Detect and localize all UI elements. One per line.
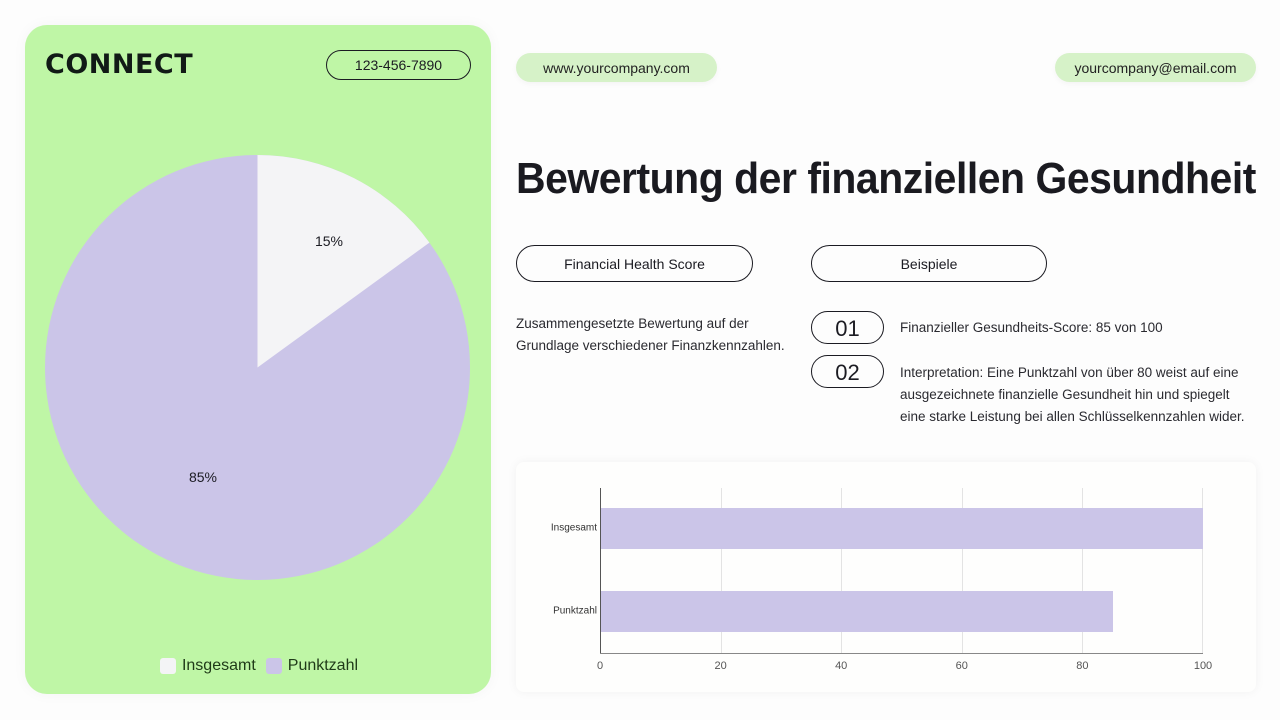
- y-axis: [600, 488, 601, 654]
- pie-label-insgesamt: 15%: [314, 233, 344, 249]
- y-label-punktzahl: Punktzahl: [553, 605, 597, 617]
- bar-insgesamt: [601, 508, 1203, 549]
- phone-pill: 123-456-7890: [326, 50, 471, 80]
- y-label-insgesamt: Insgesamt: [550, 522, 597, 534]
- pie-label-punktzahl: 85%: [188, 469, 218, 485]
- gridline: [720, 488, 722, 654]
- score-description: Zusammengesetzte Bewertung auf der Grund…: [516, 316, 785, 353]
- email-pill[interactable]: yourcompany@email.com: [1055, 53, 1256, 82]
- pie-legend: Insgesamt Punktzahl: [25, 657, 491, 675]
- legend-item-punktzahl[interactable]: Punktzahl: [265, 657, 359, 675]
- legend-swatch-insgesamt: [159, 658, 176, 674]
- x-tick: 100: [1193, 660, 1213, 672]
- x-axis: [600, 653, 1203, 654]
- pie-slice-insgesamt: [257, 155, 430, 368]
- gridline: [841, 488, 843, 654]
- legend-swatch-punktzahl: [265, 658, 282, 674]
- legend-label: Punktzahl: [287, 657, 359, 674]
- x-tick: 60: [955, 660, 968, 672]
- example-number-02: 02: [811, 355, 884, 388]
- x-tick: 40: [835, 660, 848, 672]
- examples-pill: Beispiele: [811, 245, 1047, 282]
- gridline: [961, 488, 963, 654]
- x-tick: 0: [596, 660, 604, 672]
- legend-item-insgesamt[interactable]: Insgesamt: [159, 657, 256, 675]
- gridline: [1082, 488, 1084, 654]
- x-tick: 20: [714, 660, 727, 672]
- legend-label: Insgesamt: [181, 657, 256, 674]
- page-title: Bewertung der finanziellen Gesundheit: [516, 154, 1256, 203]
- example-number-01: 01: [811, 311, 884, 344]
- financial-health-score-pill: Financial Health Score: [516, 245, 753, 282]
- bar-chart-card: Insgesamt Punktzahl 0 20 40 60 80 100: [516, 462, 1256, 692]
- bar-punktzahl: [601, 591, 1113, 632]
- x-tick: 80: [1076, 660, 1089, 672]
- pie-chart-svg: [45, 155, 470, 580]
- example-text-01: Finanzieller Gesundheits-Score: 85 von 1…: [900, 320, 1163, 335]
- bar-chart-plot: Insgesamt Punktzahl 0 20 40 60 80 100: [551, 488, 1212, 672]
- pie-chart-card: CONNECT 123-456-7890 15% 85% Insgesamt P…: [25, 25, 491, 694]
- website-pill[interactable]: www.yourcompany.com: [516, 53, 717, 82]
- pie-chart: 15% 85%: [45, 155, 470, 580]
- company-logo: CONNECT: [45, 49, 194, 80]
- example-text-02: Interpretation: Eine Punktzahl von über …: [900, 365, 1245, 424]
- gridline: [1202, 488, 1203, 654]
